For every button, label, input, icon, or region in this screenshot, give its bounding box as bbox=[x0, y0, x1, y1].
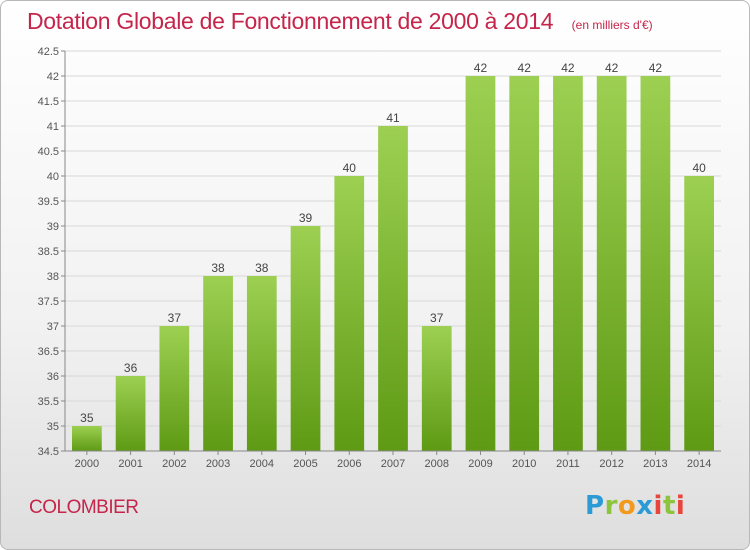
bar bbox=[421, 326, 452, 451]
logo-letter: P bbox=[585, 491, 605, 521]
proxiti-logo: Proxiti bbox=[585, 491, 685, 521]
bar bbox=[115, 376, 146, 451]
bar bbox=[290, 226, 321, 451]
bar-value-label: 42 bbox=[474, 61, 488, 75]
x-tick-label: 2011 bbox=[556, 458, 580, 470]
chart-title: Dotation Globale de Fonctionnement de 20… bbox=[27, 8, 554, 34]
bars-layer bbox=[71, 76, 715, 451]
y-tick-label: 36.5 bbox=[38, 346, 59, 358]
labels-layer: 35 36 37 38 38 39 40 41 37 42 42 42 42 42 40 bbox=[80, 61, 706, 425]
y-tick-label: 37 bbox=[47, 321, 59, 333]
x-tick-label: 2006 bbox=[337, 458, 361, 470]
bar-value-label: 42 bbox=[649, 61, 663, 75]
bar-value-label: 38 bbox=[211, 261, 225, 275]
x-tick-label: 2004 bbox=[250, 458, 274, 470]
bar bbox=[465, 76, 496, 451]
y-tick-label: 39.5 bbox=[38, 196, 59, 208]
logo-letter: i bbox=[675, 491, 686, 521]
bar bbox=[159, 326, 190, 451]
x-tick-label: 2001 bbox=[118, 458, 142, 470]
x-tick-label: 2007 bbox=[381, 458, 405, 470]
y-tick-label: 37.5 bbox=[38, 296, 59, 308]
bar-value-label: 36 bbox=[124, 361, 138, 375]
x-tick-label: 2002 bbox=[162, 458, 186, 470]
x-tick-label: 2013 bbox=[643, 458, 667, 470]
bar-value-label: 39 bbox=[299, 211, 313, 225]
y-tick-label: 41 bbox=[47, 121, 59, 133]
logo-letter: t bbox=[662, 491, 676, 521]
bar bbox=[596, 76, 627, 451]
bar-value-label: 38 bbox=[255, 261, 269, 275]
bar bbox=[684, 176, 715, 451]
y-tick-label: 34.5 bbox=[38, 446, 59, 458]
y-tick-label: 41.5 bbox=[38, 96, 59, 108]
bar bbox=[640, 76, 671, 451]
x-tick-label: 2005 bbox=[293, 458, 317, 470]
bar bbox=[71, 426, 102, 451]
bar-value-label: 40 bbox=[692, 161, 706, 175]
x-tick-label: 2008 bbox=[424, 458, 448, 470]
axis-layer: 34.5 35 35.5 36 36.5 37 37.5 38 38.5 39 39.5 40 40.5… bbox=[38, 46, 721, 470]
bar-value-label: 42 bbox=[605, 61, 619, 75]
bar-value-label: 41 bbox=[386, 111, 400, 125]
x-tick-label: 2010 bbox=[512, 458, 536, 470]
commune-name: COLOMBIER bbox=[29, 497, 139, 518]
bar-value-label: 37 bbox=[168, 311, 182, 325]
bar bbox=[378, 126, 408, 451]
y-tick-label: 38 bbox=[47, 271, 59, 283]
bar-value-label: 42 bbox=[561, 61, 575, 75]
x-tick-label: 2000 bbox=[75, 458, 99, 470]
chart-title-line: Dotation Globale de Fonctionnement de 20… bbox=[27, 8, 653, 35]
bar bbox=[203, 276, 233, 451]
bar bbox=[334, 176, 365, 451]
y-tick-label: 35.5 bbox=[38, 396, 59, 408]
y-tick-label: 40.5 bbox=[38, 146, 59, 158]
logo-letter: o bbox=[617, 491, 637, 521]
bar bbox=[553, 76, 583, 451]
x-tick-label: 2003 bbox=[206, 458, 230, 470]
bar-value-label: 35 bbox=[80, 411, 94, 425]
chart-unit-note: (en milliers d'€) bbox=[571, 18, 653, 32]
x-tick-label: 2012 bbox=[599, 458, 623, 470]
y-tick-label: 36 bbox=[47, 371, 59, 383]
x-tick-label: 2009 bbox=[468, 458, 492, 470]
logo-letter: i bbox=[653, 491, 663, 521]
bar bbox=[509, 76, 540, 451]
y-tick-label: 38.5 bbox=[38, 246, 59, 258]
y-tick-label: 42 bbox=[47, 71, 59, 83]
y-tick-label: 42.5 bbox=[38, 46, 59, 58]
bar bbox=[246, 276, 277, 451]
y-tick-label: 35 bbox=[47, 421, 59, 433]
bar-value-label: 42 bbox=[518, 61, 532, 75]
x-tick-label: 2014 bbox=[687, 458, 711, 470]
y-tick-label: 40 bbox=[47, 171, 59, 183]
bar-value-label: 40 bbox=[343, 161, 357, 175]
bar-value-label: 37 bbox=[430, 311, 444, 325]
logo-letter: r bbox=[604, 491, 618, 521]
y-tick-label: 39 bbox=[47, 221, 59, 233]
logo-letter: x bbox=[636, 491, 654, 521]
